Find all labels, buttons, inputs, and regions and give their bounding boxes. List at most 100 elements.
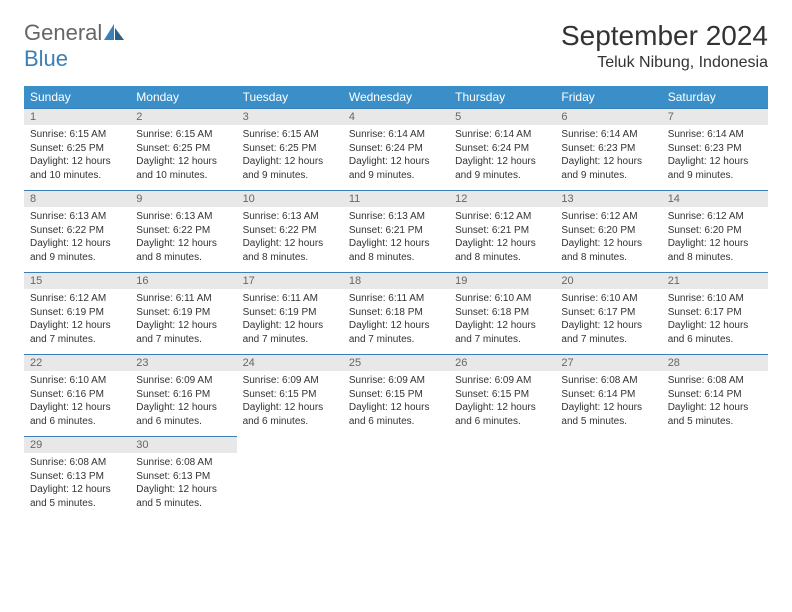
- day-number: 19: [449, 273, 555, 289]
- day-number: 1: [24, 109, 130, 125]
- day-details: Sunrise: 6:10 AMSunset: 6:17 PMDaylight:…: [662, 289, 768, 354]
- day-number: 26: [449, 355, 555, 371]
- day-number: 6: [555, 109, 661, 125]
- day-number: 10: [237, 191, 343, 207]
- day-details: Sunrise: 6:13 AMSunset: 6:22 PMDaylight:…: [24, 207, 130, 272]
- calendar-cell: 11Sunrise: 6:13 AMSunset: 6:21 PMDayligh…: [343, 191, 449, 273]
- weekday-header: Monday: [130, 86, 236, 109]
- weekday-header: Sunday: [24, 86, 130, 109]
- day-number: 23: [130, 355, 236, 371]
- day-number: 7: [662, 109, 768, 125]
- calendar-cell: 30Sunrise: 6:08 AMSunset: 6:13 PMDayligh…: [130, 437, 236, 519]
- calendar-cell: [237, 437, 343, 519]
- day-number: 9: [130, 191, 236, 207]
- calendar-row: 22Sunrise: 6:10 AMSunset: 6:16 PMDayligh…: [24, 355, 768, 437]
- day-details: Sunrise: 6:15 AMSunset: 6:25 PMDaylight:…: [130, 125, 236, 190]
- day-details: Sunrise: 6:12 AMSunset: 6:20 PMDaylight:…: [555, 207, 661, 272]
- day-number: 2: [130, 109, 236, 125]
- day-number: 24: [237, 355, 343, 371]
- day-details: Sunrise: 6:09 AMSunset: 6:15 PMDaylight:…: [343, 371, 449, 436]
- calendar-cell: 22Sunrise: 6:10 AMSunset: 6:16 PMDayligh…: [24, 355, 130, 437]
- day-number: 5: [449, 109, 555, 125]
- calendar-cell: 27Sunrise: 6:08 AMSunset: 6:14 PMDayligh…: [555, 355, 661, 437]
- calendar-cell: 4Sunrise: 6:14 AMSunset: 6:24 PMDaylight…: [343, 109, 449, 191]
- calendar-cell: 13Sunrise: 6:12 AMSunset: 6:20 PMDayligh…: [555, 191, 661, 273]
- calendar-cell: 19Sunrise: 6:10 AMSunset: 6:18 PMDayligh…: [449, 273, 555, 355]
- day-number: 20: [555, 273, 661, 289]
- calendar-body: 1Sunrise: 6:15 AMSunset: 6:25 PMDaylight…: [24, 109, 768, 519]
- weekday-header: Tuesday: [237, 86, 343, 109]
- calendar-cell: 15Sunrise: 6:12 AMSunset: 6:19 PMDayligh…: [24, 273, 130, 355]
- day-details: Sunrise: 6:12 AMSunset: 6:19 PMDaylight:…: [24, 289, 130, 354]
- calendar-cell: 14Sunrise: 6:12 AMSunset: 6:20 PMDayligh…: [662, 191, 768, 273]
- logo-part2: Blue: [24, 46, 68, 71]
- calendar-row: 15Sunrise: 6:12 AMSunset: 6:19 PMDayligh…: [24, 273, 768, 355]
- calendar-cell: 16Sunrise: 6:11 AMSunset: 6:19 PMDayligh…: [130, 273, 236, 355]
- day-details: Sunrise: 6:10 AMSunset: 6:18 PMDaylight:…: [449, 289, 555, 354]
- day-details: Sunrise: 6:12 AMSunset: 6:20 PMDaylight:…: [662, 207, 768, 272]
- calendar-cell: [555, 437, 661, 519]
- day-number: 27: [555, 355, 661, 371]
- weekday-header-row: SundayMondayTuesdayWednesdayThursdayFrid…: [24, 86, 768, 109]
- day-details: Sunrise: 6:11 AMSunset: 6:18 PMDaylight:…: [343, 289, 449, 354]
- day-details: Sunrise: 6:10 AMSunset: 6:17 PMDaylight:…: [555, 289, 661, 354]
- day-details: Sunrise: 6:09 AMSunset: 6:15 PMDaylight:…: [449, 371, 555, 436]
- day-details: Sunrise: 6:13 AMSunset: 6:22 PMDaylight:…: [130, 207, 236, 272]
- calendar-cell: 26Sunrise: 6:09 AMSunset: 6:15 PMDayligh…: [449, 355, 555, 437]
- calendar-cell: 1Sunrise: 6:15 AMSunset: 6:25 PMDaylight…: [24, 109, 130, 191]
- day-details: Sunrise: 6:13 AMSunset: 6:22 PMDaylight:…: [237, 207, 343, 272]
- day-details: Sunrise: 6:15 AMSunset: 6:25 PMDaylight:…: [237, 125, 343, 190]
- calendar-cell: 17Sunrise: 6:11 AMSunset: 6:19 PMDayligh…: [237, 273, 343, 355]
- calendar-cell: 7Sunrise: 6:14 AMSunset: 6:23 PMDaylight…: [662, 109, 768, 191]
- weekday-header: Thursday: [449, 86, 555, 109]
- day-number: 4: [343, 109, 449, 125]
- day-details: Sunrise: 6:15 AMSunset: 6:25 PMDaylight:…: [24, 125, 130, 190]
- calendar-cell: 18Sunrise: 6:11 AMSunset: 6:18 PMDayligh…: [343, 273, 449, 355]
- weekday-header: Wednesday: [343, 86, 449, 109]
- day-details: Sunrise: 6:08 AMSunset: 6:14 PMDaylight:…: [662, 371, 768, 436]
- day-details: Sunrise: 6:14 AMSunset: 6:23 PMDaylight:…: [662, 125, 768, 190]
- logo-sail-icon: [104, 24, 124, 40]
- calendar-cell: 25Sunrise: 6:09 AMSunset: 6:15 PMDayligh…: [343, 355, 449, 437]
- calendar-table: SundayMondayTuesdayWednesdayThursdayFrid…: [24, 86, 768, 518]
- logo-text: General Blue: [24, 20, 124, 72]
- day-number: 15: [24, 273, 130, 289]
- day-details: Sunrise: 6:08 AMSunset: 6:14 PMDaylight:…: [555, 371, 661, 436]
- calendar-row: 1Sunrise: 6:15 AMSunset: 6:25 PMDaylight…: [24, 109, 768, 191]
- logo: General Blue: [24, 20, 124, 72]
- calendar-cell: [449, 437, 555, 519]
- day-details: Sunrise: 6:14 AMSunset: 6:24 PMDaylight:…: [343, 125, 449, 190]
- day-number: 30: [130, 437, 236, 453]
- calendar-cell: 2Sunrise: 6:15 AMSunset: 6:25 PMDaylight…: [130, 109, 236, 191]
- day-number: 18: [343, 273, 449, 289]
- calendar-cell: 8Sunrise: 6:13 AMSunset: 6:22 PMDaylight…: [24, 191, 130, 273]
- month-title: September 2024: [561, 20, 768, 52]
- day-details: Sunrise: 6:08 AMSunset: 6:13 PMDaylight:…: [130, 453, 236, 518]
- day-details: Sunrise: 6:14 AMSunset: 6:24 PMDaylight:…: [449, 125, 555, 190]
- day-number: 22: [24, 355, 130, 371]
- day-details: Sunrise: 6:09 AMSunset: 6:16 PMDaylight:…: [130, 371, 236, 436]
- day-details: Sunrise: 6:09 AMSunset: 6:15 PMDaylight:…: [237, 371, 343, 436]
- day-number: 8: [24, 191, 130, 207]
- calendar-cell: 9Sunrise: 6:13 AMSunset: 6:22 PMDaylight…: [130, 191, 236, 273]
- day-details: Sunrise: 6:10 AMSunset: 6:16 PMDaylight:…: [24, 371, 130, 436]
- weekday-header: Friday: [555, 86, 661, 109]
- title-block: September 2024 Teluk Nibung, Indonesia: [561, 20, 768, 72]
- calendar-cell: 5Sunrise: 6:14 AMSunset: 6:24 PMDaylight…: [449, 109, 555, 191]
- day-number: 17: [237, 273, 343, 289]
- calendar-row: 8Sunrise: 6:13 AMSunset: 6:22 PMDaylight…: [24, 191, 768, 273]
- weekday-header: Saturday: [662, 86, 768, 109]
- calendar-cell: [343, 437, 449, 519]
- day-number: 21: [662, 273, 768, 289]
- day-number: 28: [662, 355, 768, 371]
- calendar-cell: [662, 437, 768, 519]
- day-details: Sunrise: 6:14 AMSunset: 6:23 PMDaylight:…: [555, 125, 661, 190]
- calendar-cell: 6Sunrise: 6:14 AMSunset: 6:23 PMDaylight…: [555, 109, 661, 191]
- day-details: Sunrise: 6:12 AMSunset: 6:21 PMDaylight:…: [449, 207, 555, 272]
- day-number: 29: [24, 437, 130, 453]
- day-number: 11: [343, 191, 449, 207]
- calendar-cell: 3Sunrise: 6:15 AMSunset: 6:25 PMDaylight…: [237, 109, 343, 191]
- calendar-cell: 28Sunrise: 6:08 AMSunset: 6:14 PMDayligh…: [662, 355, 768, 437]
- day-number: 14: [662, 191, 768, 207]
- header: General Blue September 2024 Teluk Nibung…: [24, 20, 768, 72]
